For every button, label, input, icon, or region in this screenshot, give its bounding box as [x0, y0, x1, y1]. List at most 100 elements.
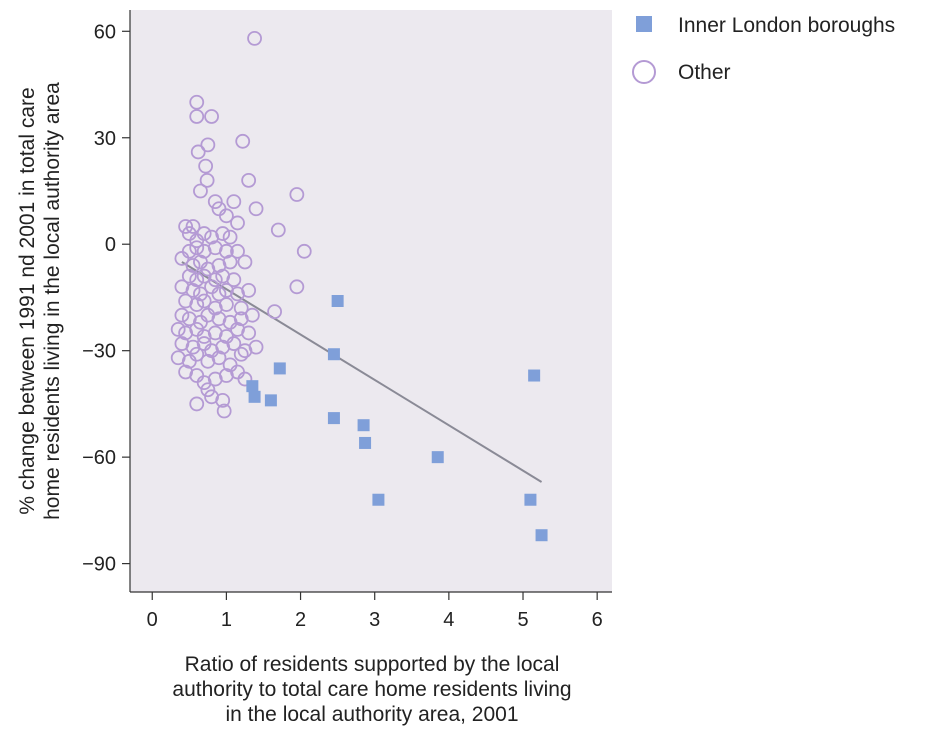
other-point [211, 350, 227, 366]
other-point [185, 282, 201, 298]
other-point [196, 226, 212, 241]
inner-london-point [246, 380, 259, 393]
other-point [189, 109, 205, 124]
other-point [199, 172, 215, 188]
other-point [174, 251, 190, 266]
other-point [241, 325, 257, 341]
y-tick-label: 0 [105, 234, 116, 256]
legend: Inner London boroughs Other [632, 14, 895, 84]
other-point [200, 382, 216, 398]
x-tick-label: 4 [443, 609, 454, 631]
inner-london-point [273, 362, 286, 375]
other-point [222, 254, 238, 270]
tick-labels: 60 30 0 −30 −60 −90 0 1 2 3 4 5 6 [82, 21, 603, 631]
other-point [181, 268, 197, 284]
x-tick-label: 6 [592, 609, 603, 631]
other-point [193, 286, 208, 302]
other-point [185, 258, 201, 273]
other-point [244, 307, 260, 323]
legend-square-marker [636, 16, 652, 32]
other-point [196, 293, 212, 309]
other-point [233, 300, 249, 316]
inner-london-point [327, 348, 340, 361]
other-point [237, 254, 253, 270]
legend-label-inner-london: Inner London boroughs [678, 14, 895, 37]
data-points [170, 30, 548, 542]
other-point [215, 226, 231, 241]
y-tick-label: −60 [82, 447, 116, 469]
x-tick-label: 0 [147, 609, 158, 631]
other-point [218, 208, 234, 224]
inner-london-point [327, 412, 340, 425]
other-point [189, 297, 205, 312]
inner-london-point [248, 390, 261, 403]
other-point [235, 133, 251, 149]
other-point [204, 109, 219, 124]
other-point [248, 201, 264, 217]
other-point [226, 272, 242, 288]
x-axis-title-line: authority to total care home residents l… [172, 678, 571, 701]
other-point [296, 243, 312, 259]
other-point [241, 282, 257, 298]
other-point [218, 297, 234, 312]
axis-titles: Ratio of residents supported by the loca… [16, 82, 572, 726]
other-point [289, 187, 305, 202]
other-point [222, 229, 238, 245]
other-point [270, 222, 286, 238]
axes [129, 10, 612, 593]
inner-london-point [535, 529, 548, 542]
y-tick-label: 60 [94, 21, 116, 43]
other-point [218, 243, 234, 259]
y-tick-label: −30 [82, 341, 116, 363]
other-point [193, 183, 208, 199]
x-axis-title-line: in the local authority area, 2001 [225, 703, 518, 726]
x-tick-label: 3 [369, 609, 380, 631]
other-point [211, 286, 227, 302]
other-point [207, 194, 223, 210]
other-point [190, 144, 206, 160]
other-point [198, 158, 214, 174]
other-point [215, 392, 231, 408]
inner-london-point [331, 295, 344, 307]
y-tick-label: −90 [82, 554, 116, 576]
other-point [248, 339, 264, 355]
y-tick-label: 30 [94, 128, 116, 150]
y-axis-title-line: home residents living in the local autho… [41, 82, 64, 520]
inner-london-point [372, 493, 385, 506]
legend-circle-marker [632, 60, 656, 84]
other-point [230, 215, 245, 231]
other-point [233, 346, 249, 362]
x-tick-label: 2 [295, 609, 306, 631]
other-point [178, 219, 194, 234]
other-point [189, 396, 205, 412]
y-axis-title-line: % change between 1991 nd 2001 in total c… [16, 87, 39, 514]
inner-london-point [528, 369, 541, 382]
other-point [267, 304, 283, 320]
other-point [289, 279, 305, 295]
other-point [237, 371, 253, 387]
other-point [185, 219, 201, 234]
x-tick-label: 1 [221, 609, 232, 631]
other-point [247, 30, 262, 46]
other-point [189, 346, 205, 362]
inner-london-point [357, 419, 370, 432]
other-point [226, 194, 242, 210]
inner-london-point [264, 394, 277, 407]
other-point [189, 94, 205, 110]
inner-london-point [359, 436, 372, 449]
other-point [170, 321, 186, 337]
x-tick-label: 5 [517, 609, 528, 631]
other-point [226, 336, 242, 351]
inner-london-point [431, 451, 444, 464]
x-axis-title-line: Ratio of residents supported by the loca… [185, 653, 560, 676]
other-point [189, 272, 205, 288]
other-point [207, 272, 223, 288]
inner-london-point [524, 493, 537, 506]
other-point [200, 137, 216, 153]
other-point [189, 240, 205, 256]
other-point [216, 403, 232, 419]
other-point [230, 243, 245, 259]
other-point [241, 172, 257, 188]
other-point [174, 307, 190, 323]
